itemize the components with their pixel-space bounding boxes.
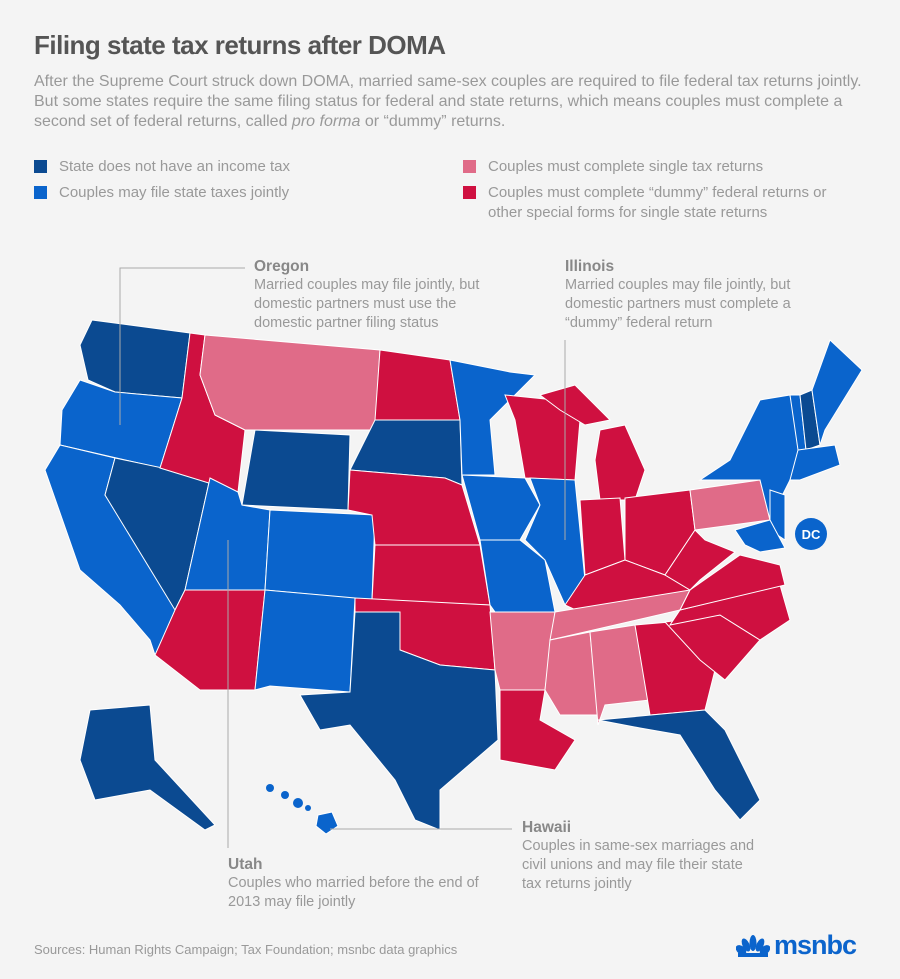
state-ia [461,474,541,541]
state-hi-island [266,784,274,792]
state-wv [664,529,736,591]
callout-hawaii: Hawaii Couples in same-sex marriages and … [522,818,762,894]
state-ks [371,544,491,606]
logo-wordmark: msnbc [774,930,857,960]
state-wy [241,429,351,511]
state-pa [689,479,771,531]
legend-swatch [463,160,476,173]
dc-label: DC [802,527,821,542]
sources: Sources: Human Rights Campaign; Tax Foun… [34,942,458,957]
legend-label: Couples must complete “dummy” federal re… [488,184,827,221]
callout-illinois: Illinois Married couples may file jointly… [565,257,830,333]
callout-utah: Utah Couples who married before the end o… [228,855,488,912]
legend-swatch [34,186,47,199]
state-nm [254,589,356,693]
callout-lines [119,267,566,848]
intro-italic: pro forma [291,113,361,130]
legend-label: Couples may file state taxes jointly [59,184,290,201]
state-hi-island [281,791,289,799]
state-mt [199,334,381,431]
intro-part: After the Supreme Court struck down DOMA… [34,73,862,130]
state-hi-island [305,805,311,811]
page-title: Filing state tax returns after DOMA [34,30,446,60]
state-mdde [734,519,786,553]
callout-text: Couples who married before the end of 20… [228,875,479,910]
state-al [589,624,651,726]
state-hi-island [293,798,303,808]
state-mn [449,359,537,476]
legend-single-returns: Couples must complete single tax returns [463,157,863,177]
intro-text: After the Supreme Court struck down DOMA… [34,72,884,132]
state-ar [489,611,556,691]
legend-swatch [34,160,47,173]
state-new_england_s [789,444,841,481]
state-me [811,339,863,446]
callout-oregon: Oregon Married couples may file jointly, … [254,257,514,333]
state-il [524,477,586,606]
state-mi [594,424,646,501]
state-co [264,509,376,601]
callout-text: Couples in same-sex marriages and civil … [522,838,755,892]
callout-text: Married couples may file jointly, but do… [254,277,480,331]
legend-swatch [463,186,476,199]
state-tx [299,611,499,831]
state-ms [544,631,599,716]
peacock-icon [736,934,770,957]
state-ga [634,621,716,716]
state-nd [374,349,461,421]
legend-label: Couples must complete single tax returns [488,158,764,175]
oregon-leader-line [119,267,245,425]
legend-no-income-tax: State does not have an income tax [34,157,414,177]
callout-title: Hawaii [522,819,572,836]
dc-marker [795,518,827,550]
state-va [679,554,786,611]
callout-title: Utah [228,856,263,873]
state-ak [79,704,216,831]
intro-part: or “dummy” returns. [360,113,506,130]
callout-title: Oregon [254,258,310,275]
legend-dummy-returns: Couples must complete “dummy” federal re… [463,183,858,223]
state-hi [315,811,339,835]
callout-text: Married couples may file jointly, but do… [565,277,791,331]
msnbc-logo: msnbc [736,930,857,961]
legend-file-jointly: Couples may file state taxes jointly [34,183,414,203]
state-miu [538,384,612,426]
state-fl [597,709,761,821]
callout-title: Illinois [565,258,615,275]
legend-label: State does not have an income tax [59,158,290,175]
